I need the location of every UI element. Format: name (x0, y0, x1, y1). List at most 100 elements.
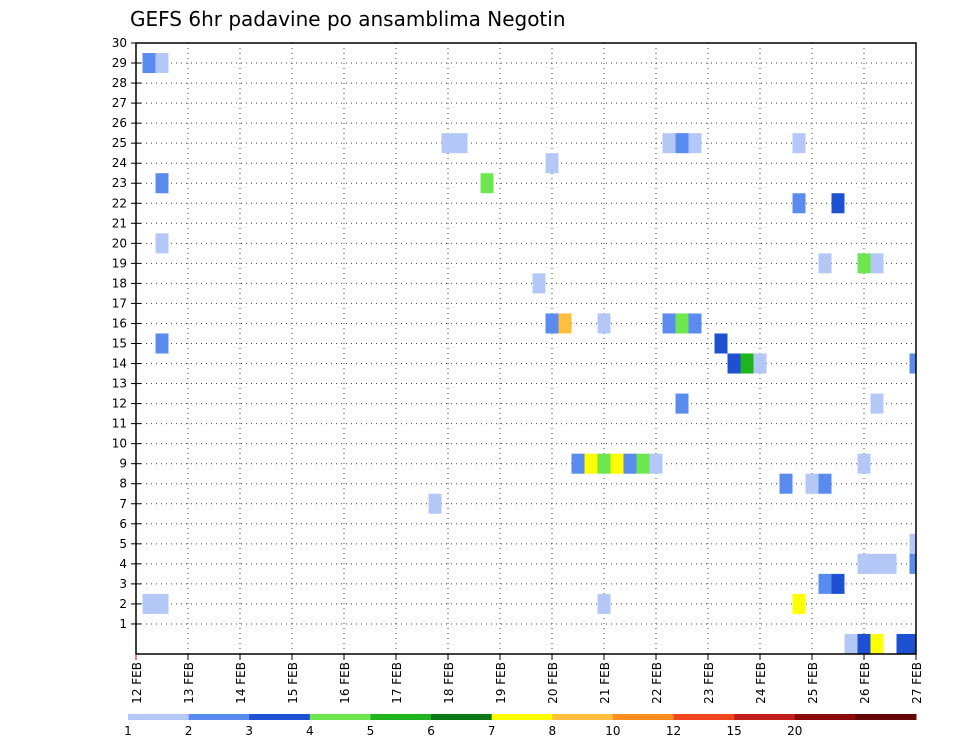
colorbar-label: 8 (548, 724, 556, 738)
heatmap-cell (844, 633, 858, 654)
colorbar-label: 12 (666, 724, 681, 738)
heatmap-cell (675, 313, 689, 334)
heatmap-cell (714, 333, 728, 354)
colorbar-label: 10 (605, 724, 620, 738)
colorbar-label: 3 (245, 724, 253, 738)
colorbar-label: 7 (488, 724, 496, 738)
x-tick-label: 20 FEB (546, 662, 560, 704)
colorbar-swatch (431, 714, 493, 720)
heatmap-cell (883, 553, 897, 574)
heatmap-cell (909, 553, 916, 574)
heatmap-cell (155, 333, 169, 354)
heatmap-cell (584, 453, 598, 474)
heatmap-cell (688, 133, 702, 154)
heatmap-cell (532, 273, 546, 294)
y-tick-label: 16 (112, 316, 127, 330)
y-tick-label: 14 (112, 357, 127, 371)
y-tick-label: 7 (119, 497, 127, 511)
heatmap-cell (909, 353, 916, 374)
x-tick-label: 22 FEB (650, 662, 664, 704)
colorbar-legend: 1 2 3 4 5 6 7 8 10 12 15 20 (124, 714, 917, 738)
y-tick-label: 29 (112, 56, 127, 70)
heatmap-cell (623, 453, 637, 474)
heatmap-cell (155, 173, 169, 194)
x-tick-label: 13 FEB (182, 662, 196, 704)
plot-frame (135, 42, 917, 655)
heatmap-cell (571, 453, 585, 474)
heatmap-cell (597, 453, 611, 474)
colorbar-label: 1 (124, 724, 132, 738)
colorbar-label: 2 (185, 724, 193, 738)
heatmap-cell (558, 313, 572, 334)
y-tick-label: 10 (112, 437, 127, 451)
heatmap-cell (480, 173, 494, 194)
heatmap-cell (779, 473, 793, 494)
heatmap-cell (610, 453, 624, 474)
colorbar-label: 20 (787, 724, 802, 738)
x-tick-label: 15 FEB (286, 662, 300, 704)
x-tick-label: 27 FEB (910, 662, 924, 704)
colorbar-swatch (552, 714, 614, 720)
heatmap-cell (636, 453, 650, 474)
heatmap-cell (662, 313, 676, 334)
y-tick-label: 4 (119, 557, 127, 571)
heatmap-cell (441, 133, 455, 154)
y-tick-label: 6 (119, 517, 127, 531)
heatmap-cell (545, 313, 559, 334)
heatmap-cell (675, 133, 689, 154)
heatmap-cell (805, 473, 819, 494)
heatmap-cell (597, 313, 611, 334)
colorbar-swatch (855, 714, 917, 720)
heatmap-cell (792, 593, 806, 614)
heatmap-cell (896, 633, 910, 654)
y-tick-label: 24 (112, 156, 127, 170)
heatmap-cell (818, 473, 832, 494)
y-tick-label: 28 (112, 76, 127, 90)
colorbar-label: 6 (427, 724, 435, 738)
heatmap-cell (142, 593, 156, 614)
colorbar-swatch (370, 714, 432, 720)
y-tick-label: 21 (112, 216, 127, 230)
y-tick-label: 5 (119, 537, 127, 551)
colorbar-swatch (491, 714, 553, 720)
heatmap-cell (454, 133, 468, 154)
colorbar-label: 4 (306, 724, 314, 738)
colorbar-swatch (128, 714, 190, 720)
x-tick-label: 26 FEB (858, 662, 872, 704)
y-tick-label: 18 (112, 276, 127, 290)
heatmap-cell (909, 533, 916, 554)
data-cells (142, 53, 916, 654)
axes: 1234567891011121314151617181920212223242… (112, 36, 924, 704)
heatmap-cell (818, 253, 832, 274)
heatmap-cell (597, 593, 611, 614)
x-tick-label: 25 FEB (806, 662, 820, 704)
y-tick-label: 2 (119, 597, 127, 611)
x-tick-label: 23 FEB (702, 662, 716, 704)
heatmap-cell (155, 53, 169, 74)
y-tick-label: 26 (112, 116, 127, 130)
heatmap-cell (870, 253, 884, 274)
y-tick-label: 15 (112, 336, 127, 350)
x-tick-label: 17 FEB (390, 662, 404, 704)
colorbar-swatch (612, 714, 675, 720)
heatmap-cell (857, 633, 871, 654)
x-tick-label: 18 FEB (442, 662, 456, 704)
heatmap-cell (727, 353, 741, 374)
heatmap-cell (753, 353, 767, 374)
colorbar-swatch (794, 714, 856, 720)
heatmap-cell (688, 313, 702, 334)
heatmap-cell (909, 633, 916, 654)
heatmap-cell (142, 53, 156, 74)
heatmap-cell (792, 133, 806, 154)
y-tick-label: 8 (119, 477, 127, 491)
x-tick-label: 24 FEB (754, 662, 768, 704)
heatmap-cell (857, 253, 871, 274)
heatmap-cell (792, 193, 806, 214)
colorbar-swatch (249, 714, 311, 720)
heatmap-cell (428, 493, 442, 514)
colorbar-swatch (309, 714, 371, 720)
heatmap-cell (831, 573, 845, 594)
y-tick-label: 20 (112, 236, 127, 250)
colorbar-swatch (188, 714, 250, 720)
